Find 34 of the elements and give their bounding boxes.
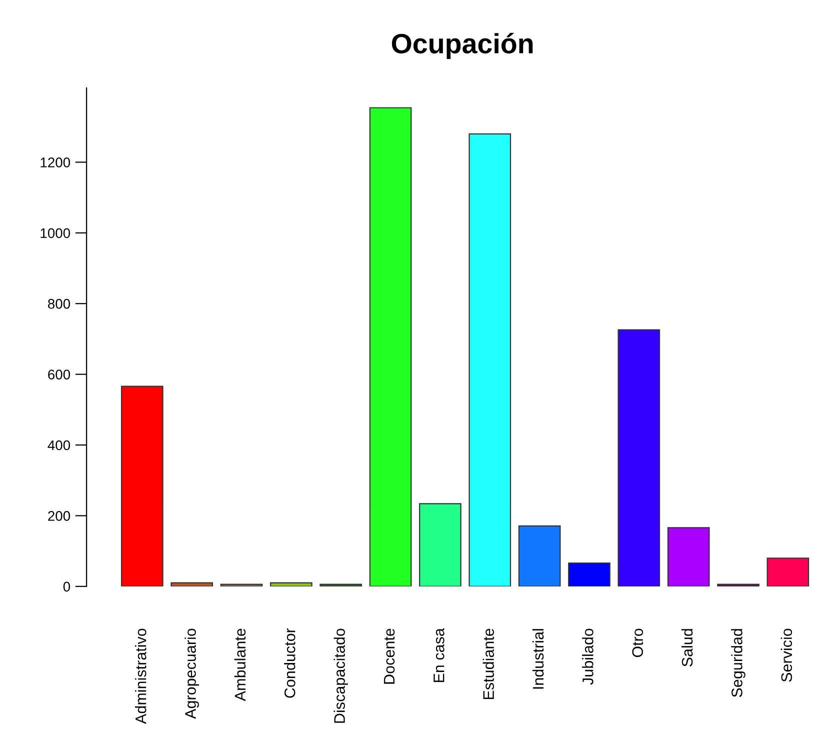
x-tick-label: Otro: [632, 628, 644, 658]
bar: [120, 386, 164, 586]
bar: [717, 584, 760, 586]
x-tick-label: Discapacitado: [334, 628, 348, 723]
bar: [419, 503, 462, 586]
y-tick-label: 1000: [40, 228, 70, 238]
x-tick-label: Conductor: [284, 628, 296, 698]
x-tick-label: En casa: [434, 628, 444, 682]
y-tick-label: 800: [48, 298, 70, 309]
x-tick-label: Industrial: [532, 629, 544, 689]
x-tick-label: Jubilado: [582, 628, 594, 685]
bar: [320, 584, 362, 586]
bar: [468, 133, 512, 586]
x-tick-label: Administrativo: [135, 628, 146, 724]
chart-title: Ocupación: [392, 32, 533, 59]
bar: [518, 525, 561, 586]
y-tick-label: 0: [63, 582, 70, 592]
y-tick-label: 1200: [40, 158, 70, 168]
bar: [568, 562, 610, 586]
x-tick-label: Salud: [681, 629, 693, 666]
x-tick-label: Seguridad: [731, 629, 746, 698]
bar: [667, 527, 710, 586]
bar: [369, 107, 412, 586]
y-tick-label: 600: [48, 370, 70, 380]
x-tick-label: Agropecuario: [184, 628, 199, 719]
x-tick-label: Docente: [384, 628, 395, 684]
x-tick-label: Ambulante: [234, 628, 246, 702]
bar: [220, 584, 263, 586]
y-tick-label: 200: [48, 511, 70, 521]
bar: [766, 558, 810, 586]
bar: [618, 329, 660, 586]
x-tick-label: Estudiante: [482, 628, 494, 700]
y-tick-label: 400: [48, 440, 70, 450]
x-tick-label: Servicio: [780, 628, 792, 682]
